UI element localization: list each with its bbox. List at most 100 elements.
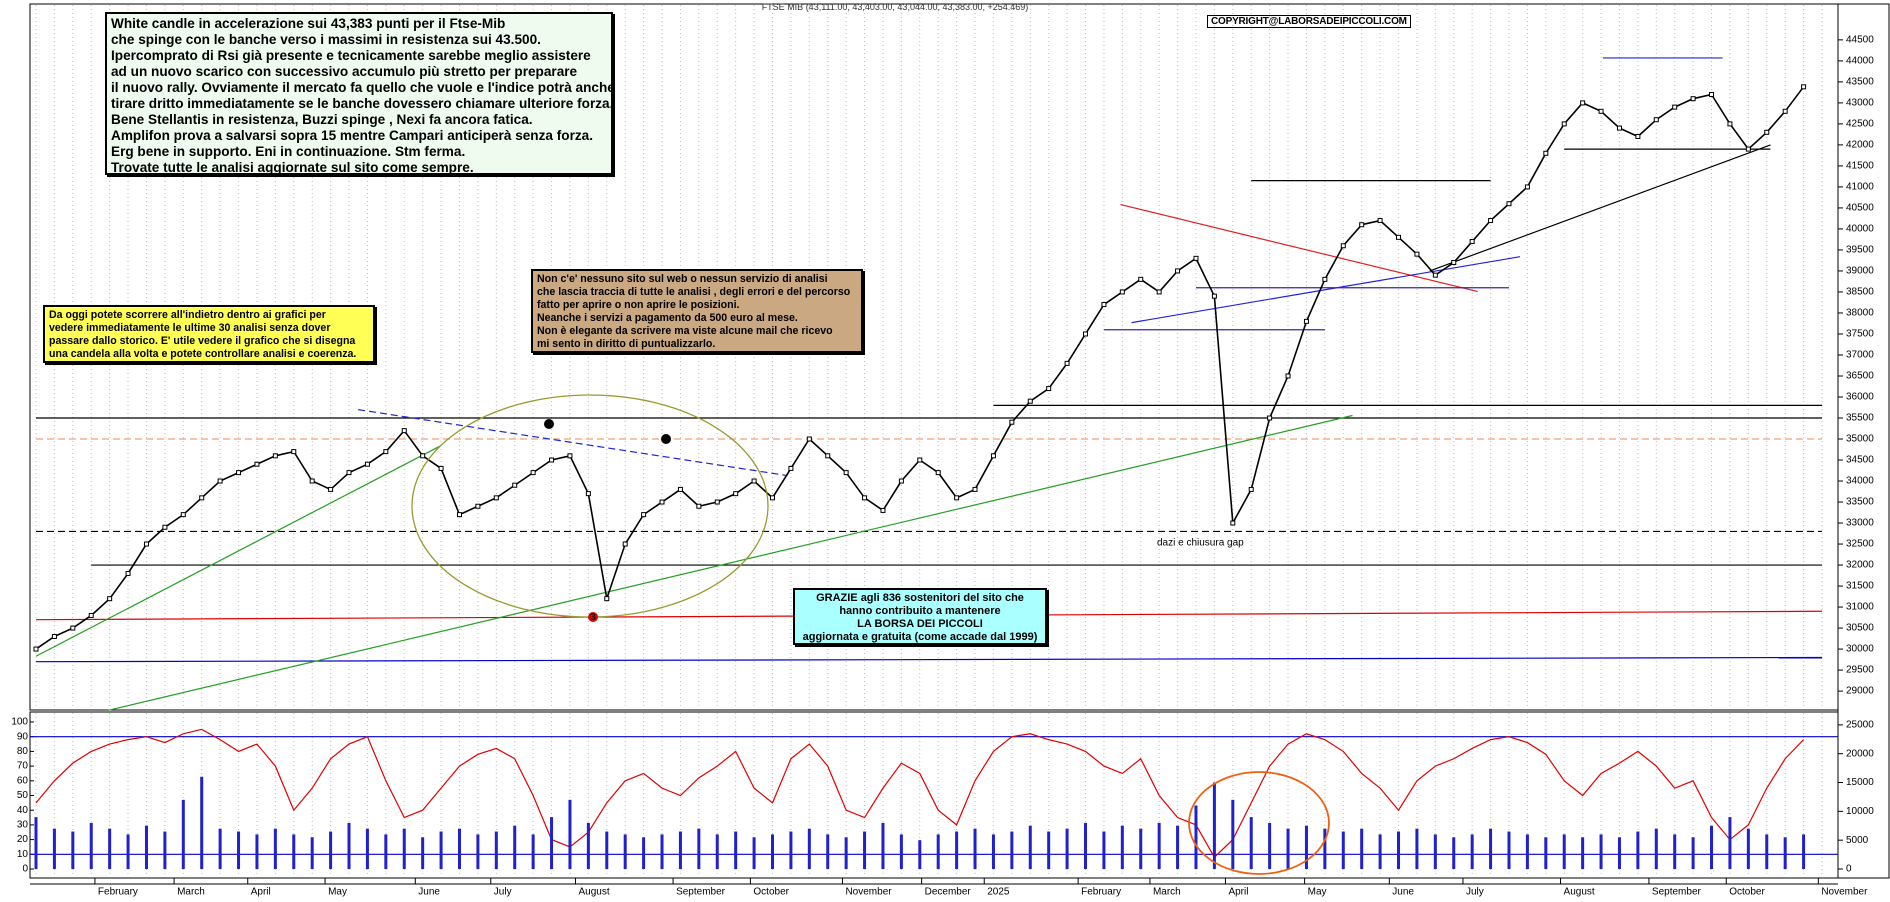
y-tick-label: 31500 <box>1846 581 1874 592</box>
note-line: Bene Stellantis in resistenza, Buzzi spi… <box>111 112 533 127</box>
note-line: ad un nuovo scarico con successivo accum… <box>111 64 578 79</box>
note-line: LA BORSA DEI PICCOLI <box>857 618 983 630</box>
y-tick-label: 70 <box>17 761 29 772</box>
x-tick-label: September <box>676 887 726 898</box>
x-tick-label: February <box>1081 887 1121 898</box>
volume-bar <box>752 837 756 869</box>
x-tick-label: August <box>1564 887 1595 898</box>
volume-bar <box>678 831 682 869</box>
volume-bar <box>218 828 222 869</box>
volume-bar <box>1065 828 1069 869</box>
volume-bar <box>1562 834 1566 869</box>
note-box: Da oggi potete scorrere all'indietro den… <box>43 305 375 363</box>
price-point <box>769 495 775 501</box>
price-point <box>1782 108 1788 114</box>
volume-bar <box>1599 834 1603 869</box>
x-tick-label: August <box>578 887 609 898</box>
volume-bar <box>476 834 480 869</box>
volume-bar <box>1654 828 1658 869</box>
price-point <box>917 457 923 463</box>
price-point <box>825 453 831 459</box>
volume-bar <box>1452 837 1456 869</box>
volume-bar <box>660 834 664 869</box>
volume-bar <box>163 831 167 869</box>
volume-bar <box>1120 825 1124 869</box>
note-line: il nuovo rally. Ovviamente il mercato fa… <box>111 80 615 95</box>
volume-bar <box>586 822 590 869</box>
price-point <box>898 478 904 484</box>
volume-bar <box>1047 831 1051 869</box>
price-point <box>1027 398 1033 404</box>
volume-bar <box>1691 837 1695 869</box>
marker-label: 2 <box>663 434 669 445</box>
volume-bar <box>255 834 259 869</box>
y-tick-label: 32500 <box>1846 539 1874 550</box>
volume-bar <box>1139 828 1143 869</box>
volume-bar <box>1212 782 1216 869</box>
volume-bar <box>1102 831 1106 869</box>
volume-bar <box>34 817 38 869</box>
y-tick-label: 44500 <box>1846 35 1874 46</box>
marker-dot <box>544 419 554 429</box>
volume-bar <box>1286 828 1290 869</box>
price-point <box>236 470 242 476</box>
volume-bar <box>715 834 719 869</box>
volume-bar <box>144 825 148 869</box>
note-line: Da oggi potete scorrere all'indietro den… <box>49 309 326 321</box>
y-tick-label: 30 <box>17 820 29 831</box>
y-tick-label: 43500 <box>1846 77 1874 88</box>
price-point <box>217 478 223 484</box>
y-tick-label: 38500 <box>1846 287 1874 298</box>
volume-bar <box>402 828 406 869</box>
volume-bar <box>1783 837 1787 869</box>
y-tick-label: 35000 <box>1846 434 1874 445</box>
volume-bar <box>1710 825 1714 869</box>
volume-bar <box>789 831 793 869</box>
price-point <box>51 633 57 639</box>
volume-bar <box>1157 822 1161 869</box>
price-point <box>309 478 315 484</box>
price-point <box>677 486 683 492</box>
y-tick-label: 34500 <box>1846 455 1874 466</box>
note-line: vedere immediatamente le ultime 30 anali… <box>49 322 331 334</box>
y-tick-label: 32000 <box>1846 560 1874 571</box>
x-tick-label: March <box>1153 887 1181 898</box>
x-tick-label: July <box>494 887 512 898</box>
volume-bar <box>918 840 922 869</box>
volume-bar <box>439 831 443 869</box>
price-point <box>1267 415 1273 421</box>
price-point <box>1709 91 1715 97</box>
x-tick-label: October <box>1729 887 1765 898</box>
y-tick-label: 37000 <box>1846 350 1874 361</box>
x-tick-label: December <box>925 887 972 898</box>
y-tick-label: 42000 <box>1846 140 1874 151</box>
y-tick-label: 33000 <box>1846 518 1874 529</box>
volume-bar <box>71 831 75 869</box>
volume-bar <box>623 834 627 869</box>
price-point <box>1543 150 1549 156</box>
marker-label: 3 <box>590 612 596 623</box>
x-tick-label: September <box>1652 887 1702 898</box>
price-point <box>1745 146 1751 152</box>
price-point <box>1101 302 1107 308</box>
price-point <box>622 541 628 547</box>
price-point <box>585 491 591 497</box>
x-tick-label: July <box>1466 887 1484 898</box>
volume-bar <box>181 799 185 869</box>
y-tick-label: 41500 <box>1846 161 1874 172</box>
price-point <box>291 449 297 455</box>
volume-bar <box>1268 822 1272 869</box>
price-point <box>512 482 518 488</box>
y-tick-label: 38000 <box>1846 308 1874 319</box>
price-point <box>420 453 426 459</box>
volume-bar <box>697 828 701 869</box>
note-line: Trovate tutte le analisi aggiornate sul … <box>111 160 474 175</box>
price-point <box>1175 268 1181 274</box>
x-tick-label: October <box>753 887 789 898</box>
volume-bar <box>1802 834 1806 869</box>
price-point <box>659 499 665 505</box>
y-tick-label: 40500 <box>1846 203 1874 214</box>
price-point <box>346 470 352 476</box>
price-point <box>143 541 149 547</box>
